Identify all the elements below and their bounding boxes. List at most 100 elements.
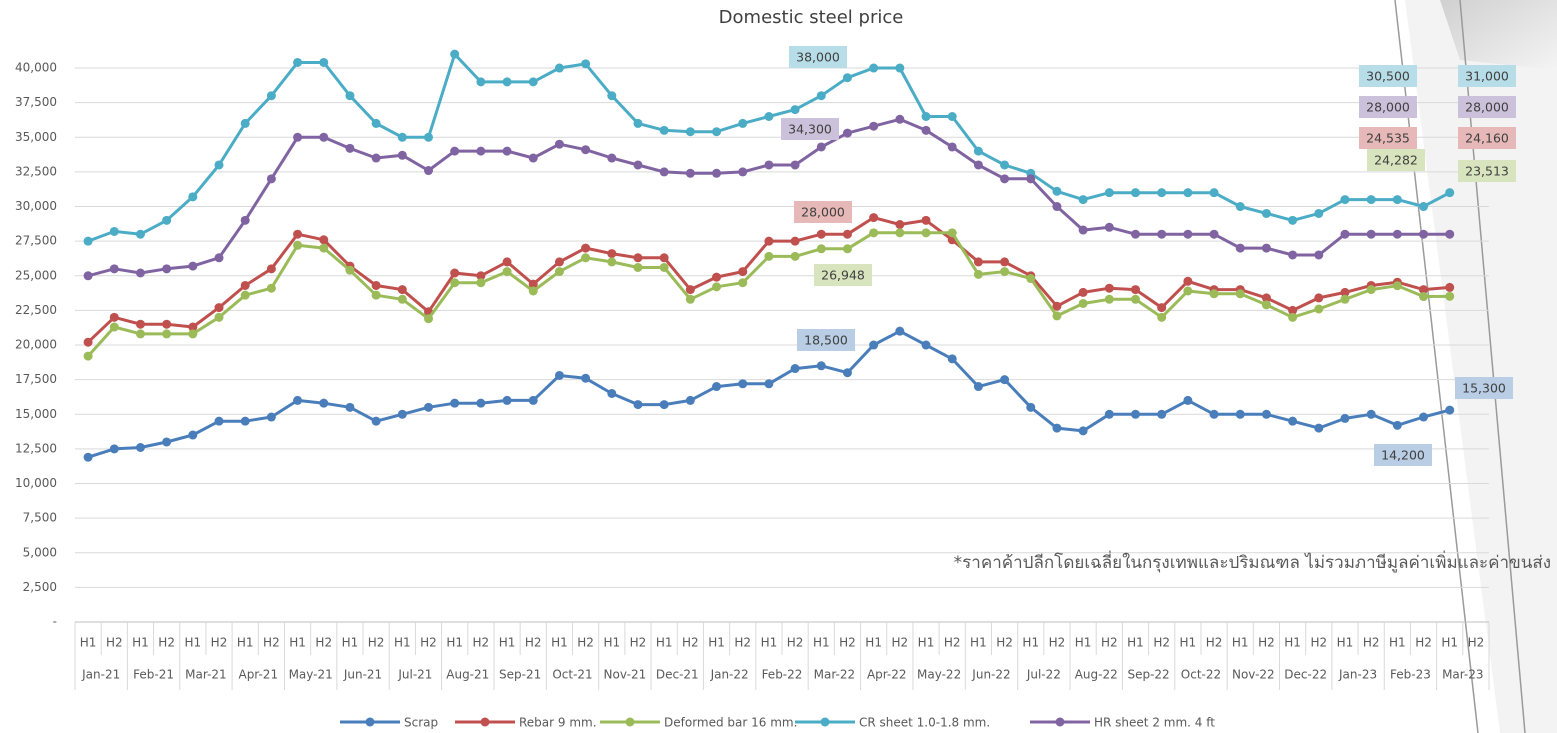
point — [1340, 294, 1350, 304]
x-tick-label: H1 — [80, 636, 97, 650]
point — [842, 244, 852, 254]
x-group-label: Apr-21 — [238, 668, 278, 682]
point — [83, 271, 93, 281]
point — [607, 249, 617, 259]
point — [214, 160, 224, 170]
y-tick-label: 40,000 — [15, 61, 57, 75]
legend-label: HR sheet 2 mm. 4 ft — [1094, 716, 1215, 730]
point — [135, 329, 145, 339]
decor-panel — [1405, 0, 1557, 733]
point — [424, 132, 433, 142]
point — [83, 452, 93, 462]
point — [1157, 312, 1167, 322]
x-group-label: Aug-21 — [446, 668, 489, 682]
point — [1261, 293, 1271, 303]
point — [188, 261, 198, 271]
point — [1078, 298, 1088, 308]
value-label-box — [1458, 96, 1516, 118]
point — [738, 167, 748, 177]
point — [188, 192, 198, 202]
point — [712, 127, 722, 137]
value-label-box — [1359, 65, 1417, 87]
point — [266, 283, 276, 293]
value-label: 34,300 — [788, 122, 832, 137]
point — [266, 412, 276, 422]
x-tick-label: H1 — [1127, 636, 1144, 650]
point — [738, 379, 748, 389]
point — [895, 114, 905, 124]
point — [869, 228, 879, 238]
point — [554, 257, 564, 267]
y-tick-label: 22,500 — [15, 303, 57, 317]
point — [1052, 186, 1062, 196]
point — [319, 243, 329, 253]
point — [240, 215, 250, 225]
point — [109, 226, 119, 236]
y-tick-label: 5,000 — [23, 545, 57, 559]
x-group-label: Oct-22 — [1181, 668, 1221, 682]
y-tick-label: 15,000 — [15, 407, 57, 421]
value-label: 28,000 — [1366, 100, 1410, 115]
value-label-box — [1458, 65, 1516, 87]
point — [266, 264, 276, 274]
x-tick-label: H2 — [211, 636, 228, 650]
point — [1209, 409, 1219, 419]
point — [764, 251, 774, 261]
point — [1314, 250, 1324, 260]
x-tick-label: H2 — [734, 636, 751, 650]
point — [869, 121, 879, 131]
x-tick-label: H1 — [1022, 636, 1039, 650]
point — [1157, 303, 1167, 313]
point — [1419, 202, 1429, 212]
point — [973, 269, 983, 279]
point — [712, 272, 722, 282]
point — [607, 388, 617, 398]
point — [1209, 188, 1219, 198]
point — [1157, 409, 1167, 419]
x-tick-label: H1 — [237, 636, 254, 650]
x-tick-label: H1 — [761, 636, 778, 650]
point — [790, 105, 800, 115]
point — [424, 314, 433, 324]
point — [502, 77, 512, 87]
point — [973, 382, 983, 392]
y-tick-label: 7,500 — [23, 511, 57, 525]
legend-marker — [1055, 717, 1065, 727]
point — [1104, 283, 1114, 293]
point — [345, 265, 355, 275]
point — [1104, 409, 1114, 419]
point — [842, 73, 852, 83]
y-tick-label: 37,500 — [15, 95, 57, 109]
value-label: 24,282 — [1374, 153, 1418, 168]
point — [1261, 409, 1271, 419]
x-tick-label: H1 — [499, 636, 516, 650]
point — [1419, 412, 1429, 422]
series-line — [87, 329, 1451, 459]
value-label-box — [797, 329, 855, 351]
point — [135, 319, 145, 329]
point — [685, 395, 695, 405]
value-label: 30,500 — [1366, 69, 1410, 84]
value-label: 38,000 — [796, 50, 840, 65]
point — [397, 409, 407, 419]
x-tick-label: H1 — [394, 636, 411, 650]
point — [712, 168, 722, 178]
point — [1366, 229, 1376, 239]
x-tick-label: H2 — [630, 636, 647, 650]
x-tick-label: H2 — [473, 636, 490, 650]
point — [502, 267, 512, 277]
point — [424, 402, 433, 412]
x-tick-label: H1 — [1075, 636, 1092, 650]
point — [528, 395, 538, 405]
x-group-label: Apr-22 — [867, 668, 907, 682]
point — [214, 303, 224, 313]
point — [450, 268, 460, 278]
y-tick-label: 35,000 — [15, 130, 57, 144]
x-tick-label: H2 — [1468, 636, 1485, 650]
point — [109, 322, 119, 332]
x-tick-label: H2 — [577, 636, 594, 650]
x-tick-label: H2 — [787, 636, 804, 650]
point — [293, 57, 303, 67]
point — [1052, 301, 1062, 311]
